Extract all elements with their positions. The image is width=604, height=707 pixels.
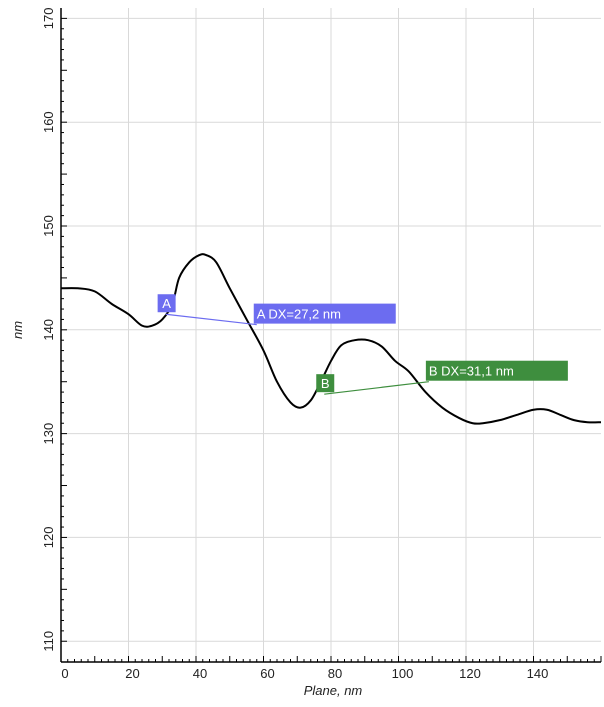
x-tick-label: 60	[260, 666, 274, 681]
axes: 0 20 40 60 80 100 120 140 110 120 130 140 150 160 170	[41, 8, 602, 681]
x-tick-label: 40	[193, 666, 207, 681]
marker-B-measure-label: B DX=31,1 nm	[425, 360, 568, 381]
marker-A-point-box	[157, 294, 176, 313]
y-axis-title: nm	[10, 321, 25, 339]
x-axis-title: Plane, nm	[304, 683, 363, 698]
y-tick-label: 130	[41, 423, 56, 445]
marker-B-point-label: B	[316, 374, 335, 393]
marker-A-point-text: A	[162, 296, 171, 311]
y-tick-label: 120	[41, 527, 56, 549]
marker-A-measure-box	[253, 303, 396, 324]
x-tick-label: 80	[328, 666, 342, 681]
x-tick-label: 0	[61, 666, 68, 681]
marker-A-line	[165, 313, 257, 326]
x-tick-label: 120	[459, 666, 481, 681]
marker-A-point-label: A	[157, 294, 176, 313]
y-tick-label: 110	[41, 631, 56, 652]
marker-B-point-box	[316, 374, 335, 393]
marker-B-point-text: B	[321, 376, 330, 391]
marker-A-measure-text: A DX=27,2 nm	[257, 307, 341, 322]
marker-A-measure-label: A DX=27,2 nm	[253, 303, 396, 324]
x-tick-label: 140	[527, 666, 549, 681]
y-tick-label: 140	[41, 319, 56, 341]
marker-B-line	[324, 381, 429, 395]
grid	[60, 8, 601, 662]
marker-B-measure-text: B DX=31,1 nm	[429, 364, 514, 379]
y-tick-label: 170	[41, 8, 56, 30]
y-tick-label: 160	[41, 111, 56, 133]
markers: A A DX=27,2 nm B B DX=31,1 nm	[157, 294, 568, 395]
profile-line-0	[60, 253, 602, 425]
x-tick-label: 100	[392, 666, 414, 681]
series-layer	[60, 253, 602, 425]
y-tick-label: 150	[41, 215, 56, 237]
marker-B-measure-box	[425, 360, 568, 381]
x-tick-label: 20	[125, 666, 139, 681]
